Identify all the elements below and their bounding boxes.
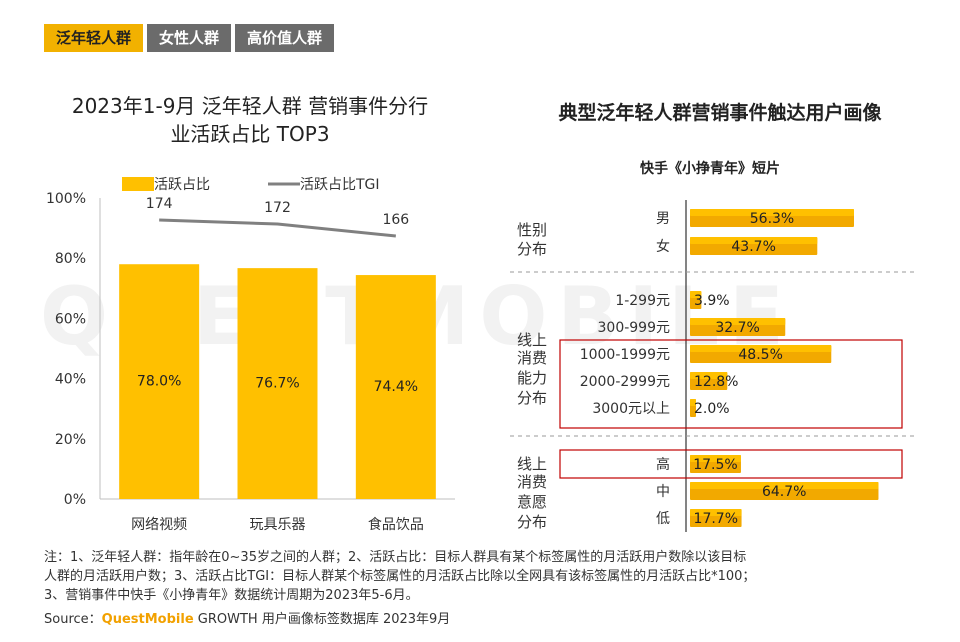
y-tick-label: 80%: [55, 251, 86, 267]
hbar-highlight: [690, 509, 742, 516]
x-tick-label: 玩具乐器: [250, 517, 306, 533]
group-label: 意愿: [517, 493, 547, 511]
hbar-highlight: [690, 372, 728, 379]
bar-value-label: 78.0%: [137, 374, 181, 390]
hbar-value-label: 64.7%: [762, 484, 806, 500]
hbar-value-label: 3.9%: [694, 293, 730, 309]
group-label: 消费: [517, 473, 547, 491]
note-line: 人群的月活跃用户数；3、活跃占比TGI：目标人群某个标签属性的月活跃占比除以全网…: [44, 569, 756, 584]
hbar-highlight: [690, 399, 696, 406]
y-tick-label: 0%: [64, 492, 86, 508]
hbar-highlight: [690, 482, 879, 489]
hbar-value-label: 56.3%: [750, 211, 794, 227]
group-label: 能力: [517, 369, 547, 387]
left-title-line1: 2023年1-9月 泛年轻人群 营销事件分行: [71, 94, 429, 118]
hbar-value-label: 43.7%: [731, 239, 775, 255]
row-label: 2000-2999元: [580, 374, 670, 390]
highlight-box: [559, 449, 903, 479]
group-label: 分布: [517, 240, 547, 258]
hbar-highlight: [690, 237, 818, 244]
group-label: 消费: [517, 349, 547, 367]
legend-line-label: 活跃占比TGI: [300, 177, 380, 193]
hbar-value-label: 17.5%: [693, 457, 737, 473]
bar: [355, 275, 436, 499]
hbar-highlight: [690, 318, 786, 325]
footnotes: 注：1、泛年轻人群：指年龄在0~35岁之间的人群；2、活跃占比：目标人群具有某个…: [44, 548, 924, 605]
row-label: 高: [656, 456, 670, 473]
note-line: 3、营销事件中快手《小挣青年》数据统计周期为2023年5-6月。: [44, 588, 419, 603]
row-label: 3000元以上: [592, 401, 670, 417]
hbar-value-label: 2.0%: [694, 401, 730, 417]
hbar-value-label: 17.7%: [694, 511, 738, 527]
bar-value-label: 76.7%: [255, 376, 299, 392]
tgi-value-label: 172: [264, 200, 291, 216]
row-label: 低: [656, 511, 670, 527]
left-title-line2: 业活跃占比 TOP3: [170, 122, 330, 146]
tgi-line: [159, 218, 396, 238]
legend-bar-swatch: [122, 177, 154, 191]
row-label: 男: [656, 211, 670, 227]
source-brand: QuestMobile: [101, 612, 194, 627]
note-line: 注：1、泛年轻人群：指年龄在0~35岁之间的人群；2、活跃占比：目标人群具有某个…: [44, 550, 747, 565]
row-label: 女: [656, 238, 670, 255]
hbar-highlight: [690, 455, 741, 462]
hbar-highlight: [690, 345, 832, 352]
row-label: 300-999元: [598, 320, 671, 336]
tab-bar: 泛年轻人群 女性人群 高价值人群: [44, 24, 335, 52]
right-chart-subtitle: 快手《小挣青年》短片: [640, 161, 780, 177]
left-chart-title: 2023年1-9月 泛年轻人群 营销事件分行 业活跃占比 TOP3: [40, 92, 460, 148]
hbar-value-label: 12.8%: [694, 374, 738, 390]
y-tick-label: 100%: [46, 191, 86, 207]
source-line: Source：QuestMobile GROWTH 用户画像标签数据库 2023…: [44, 608, 450, 627]
group-label: 分布: [517, 389, 547, 407]
x-tick-label: 网络视频: [131, 517, 187, 533]
row-label: 1-299元: [615, 293, 670, 309]
hbar-value-label: 48.5%: [738, 347, 782, 363]
y-tick-label: 40%: [55, 372, 86, 388]
hbar-highlight: [690, 209, 854, 216]
bar: [237, 268, 318, 499]
right-chart-title: 典型泛年轻人群营销事件触达用户画像: [558, 102, 882, 124]
hbar-highlight: [690, 291, 702, 298]
source-suffix: GROWTH 用户画像标签数据库 2023年9月: [193, 612, 451, 627]
row-label: 1000-1999元: [580, 347, 670, 363]
y-tick-label: 60%: [55, 311, 86, 327]
y-tick-label: 20%: [55, 432, 86, 448]
group-label: 线上: [517, 331, 547, 349]
bar-value-label: 74.4%: [374, 379, 418, 395]
tab-young[interactable]: 泛年轻人群: [44, 24, 144, 52]
tab-high-value[interactable]: 高价值人群: [235, 24, 335, 52]
tgi-value-label: 166: [382, 212, 409, 228]
source-prefix: Source：: [44, 612, 102, 627]
highlight-box: [559, 339, 903, 429]
group-label: 性别: [517, 221, 547, 239]
legend-bar-label: 活跃占比: [154, 177, 210, 193]
group-label: 线上: [517, 455, 547, 473]
tab-female[interactable]: 女性人群: [147, 24, 232, 52]
row-label: 中: [656, 484, 670, 500]
x-tick-label: 食品饮品: [368, 516, 424, 533]
tgi-value-label: 174: [146, 196, 173, 212]
bar: [119, 264, 200, 499]
group-label: 分布: [517, 513, 547, 531]
hbar-value-label: 32.7%: [715, 320, 759, 336]
